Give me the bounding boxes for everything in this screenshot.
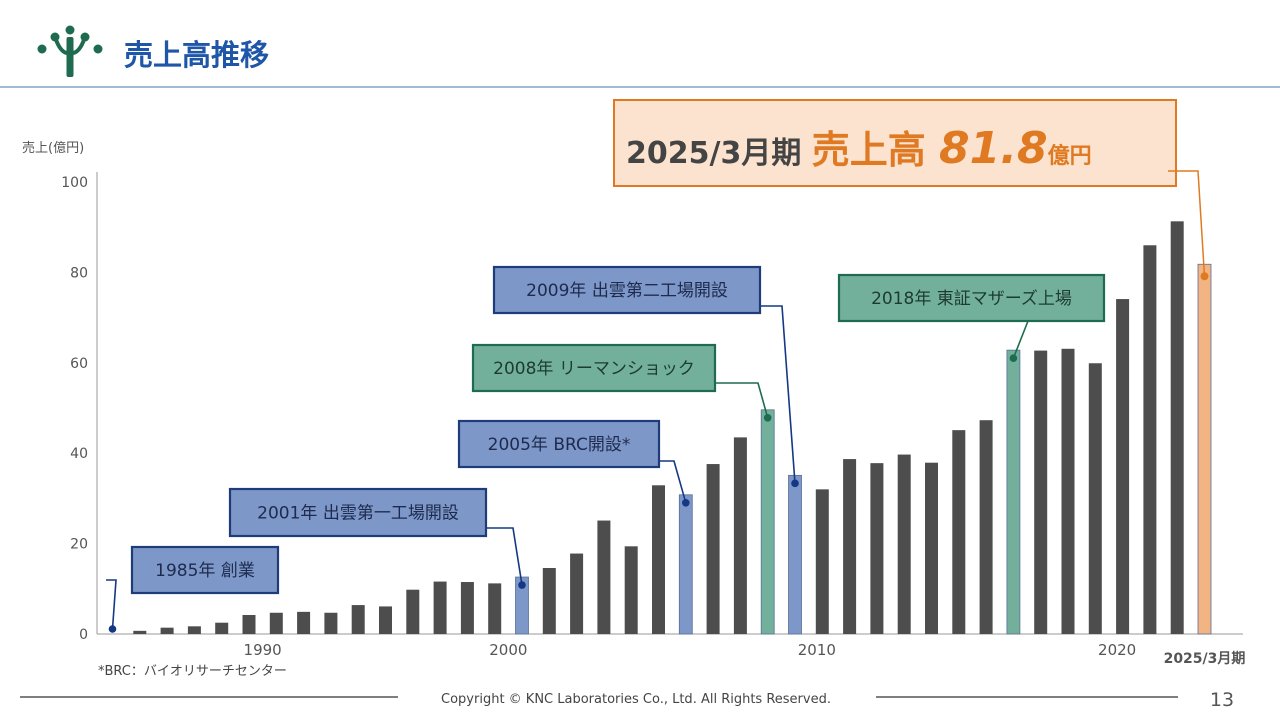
annotation-leader-line (487, 527, 523, 586)
y-axis-label: 売上(億円) (22, 140, 84, 156)
y-tick-label: 40 (70, 446, 88, 462)
highlight-label: 売上高 (812, 128, 926, 172)
bar (1088, 363, 1102, 634)
y-tick-label: 0 (79, 627, 88, 643)
bar (515, 576, 529, 635)
bar (160, 627, 174, 634)
sales-chart: 売上(億円) 0 20 40 60 80 100 1990 2000 2010 2020 2025… (22, 140, 1245, 679)
annotation-marker (682, 498, 690, 507)
bar (1170, 221, 1184, 634)
annotation-box (492, 265, 762, 315)
bar (1061, 348, 1075, 634)
bar (1006, 349, 1021, 635)
highlight-period: 2025/3月期 (626, 136, 801, 171)
page-title: 売上高推移 (124, 38, 269, 72)
bar (542, 568, 556, 634)
annotation-box (228, 487, 488, 538)
annotation-leader-line (760, 305, 796, 484)
bar (215, 622, 229, 634)
bar (1116, 299, 1130, 634)
bar (815, 489, 829, 634)
bar (597, 520, 611, 634)
bar (897, 454, 911, 634)
x-tick-label: 2025/3月期 (1164, 651, 1246, 667)
annotation-leader-line (1012, 320, 1029, 359)
bar (187, 626, 201, 634)
bar (760, 409, 775, 635)
annotation-label: 2001年 出雲第一工場開設 (257, 504, 459, 524)
copyright: Copyright © KNC Laboratories Co., Ltd. A… (441, 692, 831, 707)
annotation-box (130, 545, 280, 595)
footnote: *BRC：バイオリサーチセンター (98, 664, 287, 679)
bar (1197, 263, 1212, 635)
bar (570, 553, 584, 634)
annotation-leader-line (715, 382, 769, 419)
annotation-label: 2008年 リーマンショック (493, 359, 695, 379)
highlight-value: 81.8 (939, 123, 1048, 174)
bar (269, 612, 283, 634)
bar (925, 462, 938, 634)
annotation-label: 2018年 東証マザーズ上場 (871, 289, 1072, 309)
x-tick-label: 2000 (489, 641, 527, 659)
y-tick-label: 80 (70, 265, 88, 281)
x-tick-label: 2020 (1098, 641, 1136, 659)
highlight-leader-line (1168, 170, 1206, 277)
x-tick-label: 1990 (244, 641, 282, 659)
y-tick-label: 20 (70, 537, 88, 553)
x-tick-label: 2010 (798, 641, 836, 659)
annotation-marker (108, 625, 117, 633)
bar (678, 494, 693, 635)
bar (843, 459, 857, 634)
annotation-leader-line (106, 579, 117, 630)
bar (624, 546, 638, 634)
bar (1143, 245, 1157, 634)
annotation-box (457, 419, 661, 469)
bar (460, 582, 474, 634)
annotation-label: 2009年 出雲第二工場開設 (526, 281, 728, 301)
bar (788, 474, 802, 635)
bar (706, 464, 720, 634)
bar (133, 630, 147, 634)
bar (351, 605, 365, 634)
bar (297, 611, 311, 634)
annotation-marker (518, 581, 526, 589)
annotation-leader-line (660, 460, 687, 504)
tree-logo-icon (37, 25, 103, 77)
bar (488, 583, 502, 634)
bar (870, 463, 884, 634)
y-tick-label: 60 (70, 356, 88, 372)
annotation-marker (791, 479, 799, 488)
highlight-unit: 億円 (1048, 143, 1092, 169)
bar (952, 430, 966, 634)
bar (733, 437, 747, 634)
bar (379, 606, 392, 634)
annotation-label: 2005年 BRC開設* (488, 435, 631, 455)
highlight-box: 2025/3月期 売上高 81.8億円 (613, 99, 1177, 187)
bar (979, 420, 993, 634)
bar (433, 581, 447, 634)
svg-text:2025/3月期 売上高 81.8億円: 2025/3月期 売上高 81.8億円 (626, 123, 1092, 174)
y-tick-label: 100 (61, 175, 88, 191)
bar (242, 615, 256, 634)
page-number: 13 (1210, 689, 1234, 711)
annotation-marker (763, 414, 772, 422)
bar (652, 485, 665, 634)
bar (1034, 350, 1048, 634)
annotation-marker (1009, 354, 1018, 362)
annotation-box (837, 273, 1106, 323)
bar (324, 612, 338, 634)
annotation-box (471, 343, 717, 393)
bar (406, 589, 420, 634)
annotation-label: 1985年 創業 (155, 561, 255, 581)
